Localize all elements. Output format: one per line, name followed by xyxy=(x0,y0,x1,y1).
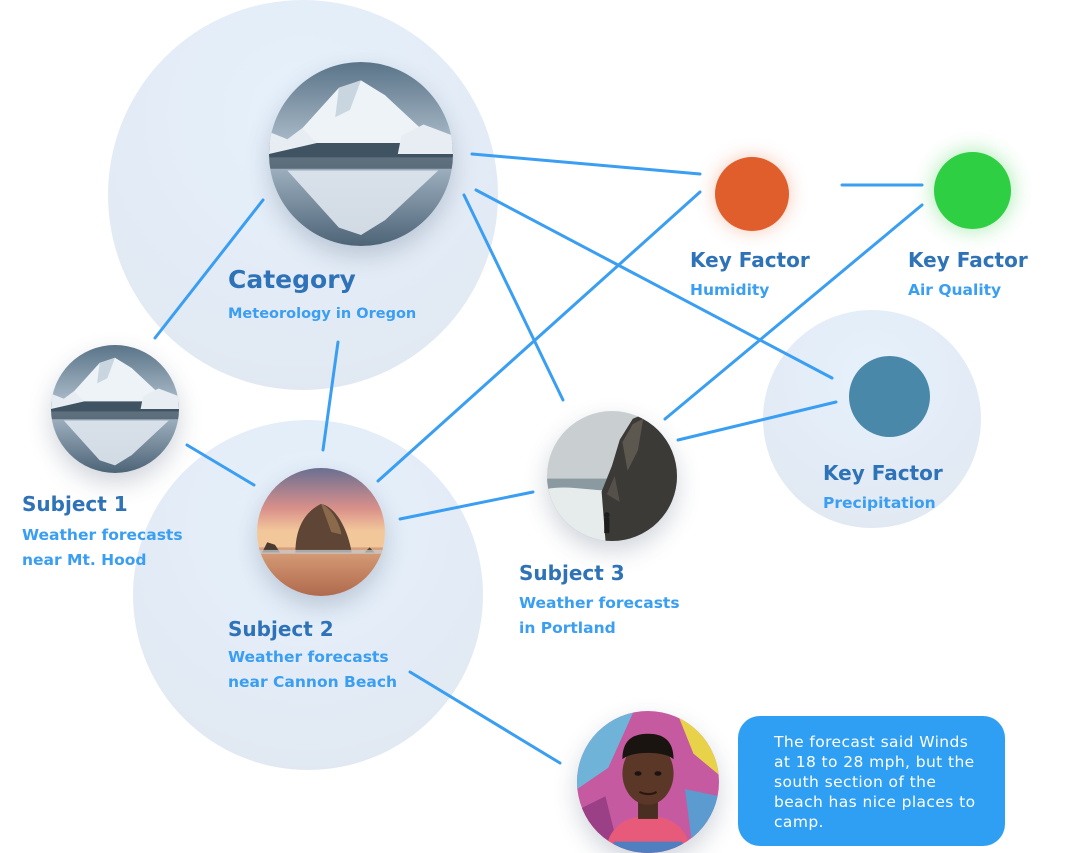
subject-2-subtitle: Weather forecasts near Cannon Beach xyxy=(228,648,398,691)
air-quality-dot xyxy=(934,152,1011,229)
link-subject-1-subject-2 xyxy=(185,443,256,487)
link-category-humidity xyxy=(470,152,702,176)
category-title: Category xyxy=(228,265,356,294)
category-subtitle: Meteorology in Oregon xyxy=(228,306,417,322)
subject-3-title: Subject 3 xyxy=(519,561,625,585)
link-subject-3-precipitation xyxy=(676,400,838,442)
humidity-subtitle: Humidity xyxy=(690,281,770,299)
subject-2-photo xyxy=(257,468,385,596)
comment-text: The forecast said Winds at 18 to 28 mph,… xyxy=(774,733,976,831)
link-category-subject-3 xyxy=(462,193,565,402)
link-category-subject-2 xyxy=(321,340,340,452)
subject-3-subtitle: Weather forecasts in Portland xyxy=(519,594,680,637)
category-photo xyxy=(269,62,453,246)
link-subject-2-commenter xyxy=(408,670,562,765)
subject-1-title: Subject 1 xyxy=(22,492,128,516)
link-subject-2-subject-3 xyxy=(398,490,535,521)
precipitation-title: Key Factor xyxy=(823,461,943,485)
air-quality-title: Key Factor xyxy=(908,248,1028,272)
subject-3-photo xyxy=(547,411,677,541)
precipitation-dot xyxy=(849,356,930,437)
air-quality-subtitle: Air Quality xyxy=(908,281,1002,299)
subject-1-photo xyxy=(51,345,179,473)
subject-2-title: Subject 2 xyxy=(228,617,334,641)
humidity-dot xyxy=(715,157,789,231)
commenter-avatar xyxy=(577,711,719,853)
link-subject-3-air-quality xyxy=(663,203,924,421)
link-category-subject-1 xyxy=(153,198,265,340)
link-subject-2-humidity xyxy=(376,190,702,483)
precipitation-subtitle: Precipitation xyxy=(823,494,936,512)
link-category-precipitation xyxy=(474,188,834,380)
subject-1-subtitle: Weather forecasts near Mt. Hood xyxy=(22,526,183,569)
humidity-title: Key Factor xyxy=(690,248,810,272)
comment-bubble: The forecast said Winds at 18 to 28 mph,… xyxy=(738,716,1005,846)
